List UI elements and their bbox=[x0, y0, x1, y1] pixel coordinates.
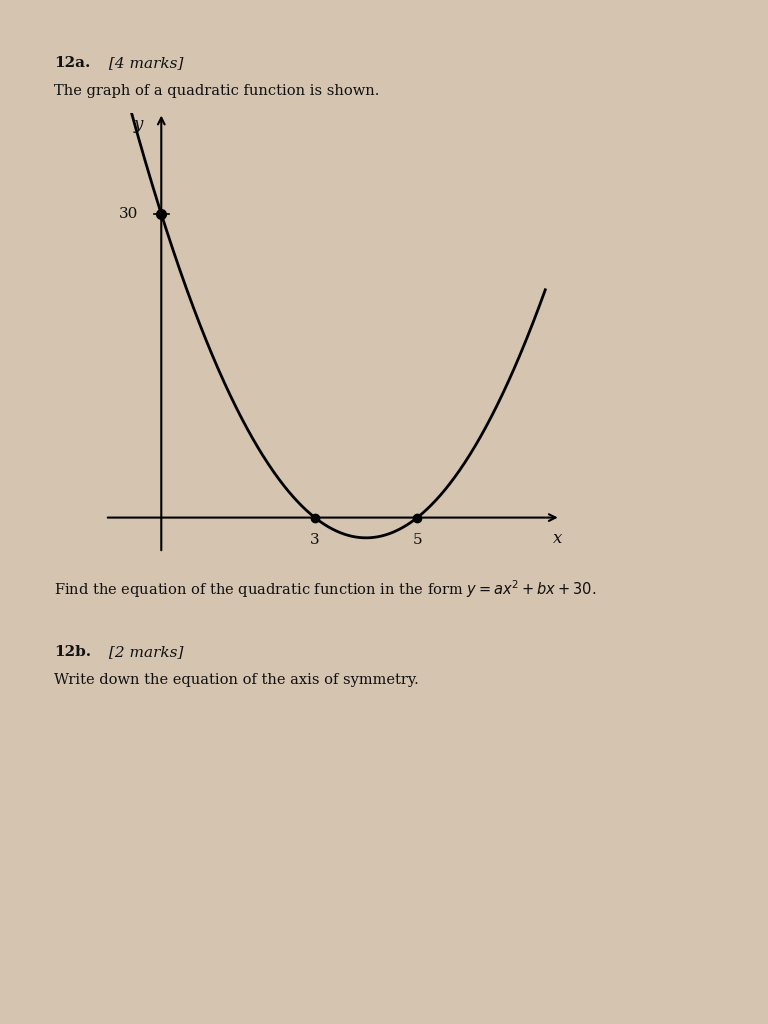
Text: x: x bbox=[553, 529, 562, 547]
Text: 5: 5 bbox=[412, 532, 422, 547]
Text: 30: 30 bbox=[119, 207, 138, 221]
Text: [4 marks]: [4 marks] bbox=[104, 56, 184, 71]
Text: 12b.: 12b. bbox=[54, 645, 91, 659]
Text: 3: 3 bbox=[310, 532, 319, 547]
Text: Write down the equation of the axis of symmetry.: Write down the equation of the axis of s… bbox=[54, 673, 419, 687]
Text: [2 marks]: [2 marks] bbox=[104, 645, 184, 659]
Text: Find the equation of the quadratic function in the form $y = ax^2 + bx + 30.$: Find the equation of the quadratic funct… bbox=[54, 579, 596, 600]
Text: 12a.: 12a. bbox=[54, 56, 90, 71]
Text: The graph of a quadratic function is shown.: The graph of a quadratic function is sho… bbox=[54, 84, 379, 98]
Text: y: y bbox=[134, 116, 144, 133]
